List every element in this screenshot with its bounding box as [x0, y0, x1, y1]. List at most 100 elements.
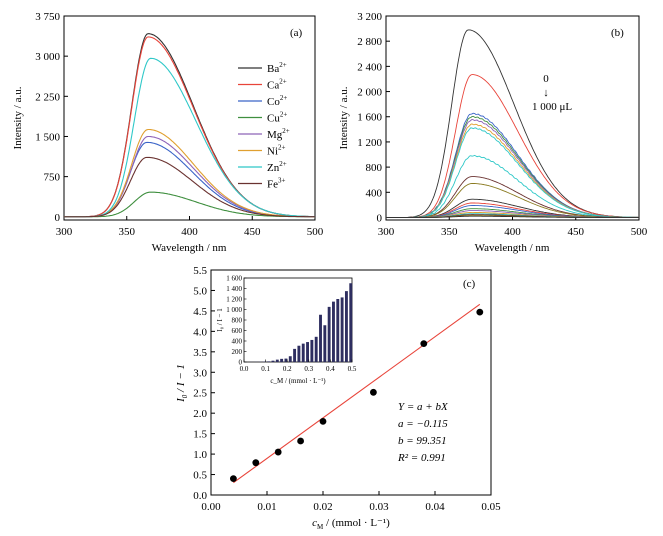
c-ytick-label: 1.0	[193, 449, 207, 461]
b-xtick-label: 500	[631, 226, 648, 238]
panel-c: 0.0 0.5 1.0 1.5 2.0 2.5 3.0 3.5 4.0 4.5 5.0 5.5 0.0…	[175, 265, 501, 531]
inset-ytick-label: 600	[232, 327, 243, 335]
b-ytick-label: 400	[366, 187, 383, 199]
inset-xtick-label: 0.2	[283, 365, 292, 373]
c-ytick-label: 5.5	[193, 265, 207, 277]
fit-line	[233, 303, 481, 484]
inset-xtick-label: 0.0	[240, 365, 249, 373]
panel-c-ylabel-sub: 0	[181, 394, 189, 398]
panel-c-xlabel-rest: / (mmol · L⁻¹)	[323, 517, 390, 529]
a-xtick-label: 450	[244, 226, 261, 238]
b-xtick-label: 300	[378, 226, 395, 238]
inset-bar	[310, 339, 314, 362]
panel-c-label: (c)	[463, 278, 476, 290]
legend-label-co: Co2+	[267, 94, 287, 108]
panel-c-ylabel: I0 / I − 1	[175, 364, 189, 403]
c-xtick-label: 0.03	[369, 501, 389, 513]
legend-label-fe: Fe3+	[267, 177, 286, 191]
b-ytick-label: 1 200	[357, 137, 382, 149]
b-series-line	[386, 154, 639, 218]
inset-bar	[332, 301, 335, 362]
scatter-point	[370, 388, 377, 396]
inset-chart: 0 200 400 600 800 1 000 1 200 1 400 1 600 0.0 0.1…	[216, 275, 357, 386]
inset-ytick-label: 1 000	[226, 306, 242, 314]
inset-ytick-label: 1 400	[226, 285, 242, 293]
scatter-point	[420, 340, 428, 348]
c-xtick-label: 0.02	[313, 501, 332, 513]
b-ytick-label: 1 600	[357, 112, 382, 124]
c-xtick-label: 0.01	[257, 501, 276, 513]
panel-a-xlabel: Wavelength / nm	[152, 242, 227, 254]
inset-bar	[340, 297, 344, 362]
inset-xlabel: c_M / (mmol · L⁻¹)	[270, 377, 326, 385]
panel-a-ylabel: Intensity / a.u.	[12, 86, 24, 149]
inset-bar	[344, 291, 348, 362]
a-ytick-label: 0	[55, 212, 61, 224]
c-ytick-label: 4.5	[193, 306, 207, 318]
inset-ytick-label: 800	[232, 317, 243, 325]
panel-b-label: (b)	[611, 27, 624, 39]
legend-label-mg: Mg2+	[267, 127, 290, 141]
inset-bar	[306, 342, 309, 362]
panel-c-ylabel-main: I	[175, 397, 187, 403]
inset-bar	[267, 361, 271, 362]
inset-ytick-label: 0	[239, 359, 243, 367]
b-series-line	[386, 115, 640, 218]
panel-c-frame	[210, 269, 492, 496]
inset-bar	[323, 325, 327, 362]
b-xtick-label: 400	[504, 226, 521, 238]
inset-bar	[336, 299, 340, 362]
panel-b: 0 400 800 1 200 1 600 2 000 2 400 2 800 3 200 30…	[338, 11, 648, 254]
c-ytick-label: 2.0	[193, 408, 207, 420]
inset-bar	[319, 314, 322, 362]
fit-text-0: Y = a + bX	[398, 401, 449, 413]
scatter-point	[476, 308, 484, 316]
b-series-line	[386, 29, 639, 218]
panel-a-label: (a)	[290, 27, 303, 39]
inset-bar	[349, 283, 353, 362]
c-ytick-label: 0.5	[193, 470, 207, 482]
b-ytick-label: 2 000	[357, 87, 382, 99]
b-ytick-label: 800	[366, 162, 383, 174]
c-ytick-label: 5.0	[193, 285, 207, 297]
legend-label-cu: Cu2+	[267, 111, 287, 125]
scatter-point	[230, 475, 237, 483]
a-ytick-label: 2 250	[35, 91, 60, 103]
b-xtick-label: 350	[441, 226, 458, 238]
c-xtick-label: 0.05	[481, 501, 501, 513]
c-ytick-label: 4.0	[193, 326, 207, 338]
panel-b-annotation-top: 0	[543, 73, 549, 85]
b-series-line	[386, 127, 639, 218]
inset-bar	[314, 336, 318, 362]
a-xtick-label: 350	[119, 226, 136, 238]
a-ytick-label: 1 500	[35, 131, 60, 143]
b-series-line	[386, 112, 640, 218]
panel-a: 0 750 1 500 2 250 3 000 3 750 300 350 400 450 500…	[12, 11, 324, 254]
b-ytick-label: 3 200	[357, 11, 382, 23]
inset-xtick-label: 0.5	[348, 365, 357, 373]
scatter-point	[297, 437, 304, 445]
panel-b-xlabel: Wavelength / nm	[475, 242, 550, 254]
panel-c-xlabel: cM / (mmol · L⁻¹)	[312, 517, 390, 531]
b-ytick-label: 2 800	[357, 36, 382, 48]
inset-bar	[297, 345, 301, 362]
panel-b-annotation-arrow: ↓	[543, 87, 549, 99]
inset-bar	[271, 360, 275, 362]
b-ytick-label: 0	[377, 212, 383, 224]
inset-bar	[275, 359, 279, 362]
panel-b-ylabel: Intensity / a.u.	[338, 86, 350, 149]
inset-xtick-label: 0.1	[261, 365, 270, 373]
inset-ytick-label: 200	[232, 348, 243, 356]
legend-label-ca: Ca2+	[267, 78, 287, 92]
c-ytick-label: 2.5	[193, 388, 207, 400]
c-xtick-label: 0.04	[425, 501, 445, 513]
panel-c-xlabel-main: c	[312, 517, 317, 529]
inset-ytick-label: 1 600	[226, 275, 242, 283]
a-series-line-zn	[64, 57, 315, 218]
b-xtick-label: 450	[568, 226, 585, 238]
c-ytick-label: 3.5	[193, 347, 207, 359]
inset-ytick-label: 1 200	[226, 296, 242, 304]
legend-label-ba: Ba2+	[267, 61, 287, 75]
a-xtick-label: 300	[56, 226, 73, 238]
fit-equation: Y = a + bX a = −0.115 b = 99.351 R² = 0.…	[397, 401, 449, 464]
